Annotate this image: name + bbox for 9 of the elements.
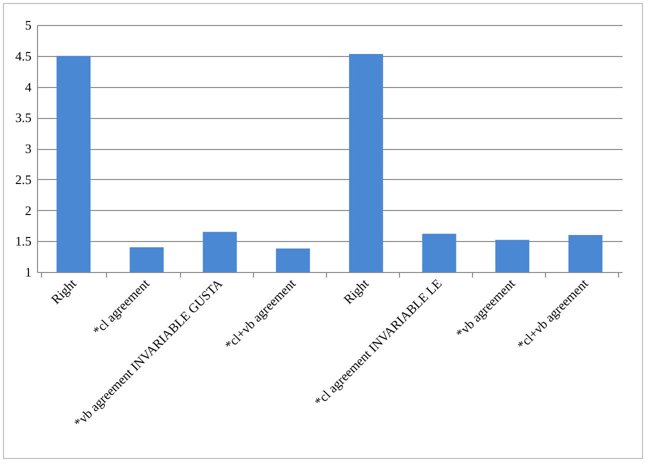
y-tick-label: 3: [25, 141, 32, 156]
y-tick-label: 5: [25, 18, 32, 32]
y-tick-label: 3.5: [15, 110, 32, 126]
y-tick-label: 2.5: [15, 172, 32, 187]
y-tick-label: 2: [25, 202, 32, 218]
y-tick-label: 1: [25, 264, 32, 280]
y-tick-label: 1.5: [15, 234, 32, 249]
y-tick-label: 4: [25, 79, 32, 94]
y-tick-label: 4.5: [15, 48, 32, 64]
